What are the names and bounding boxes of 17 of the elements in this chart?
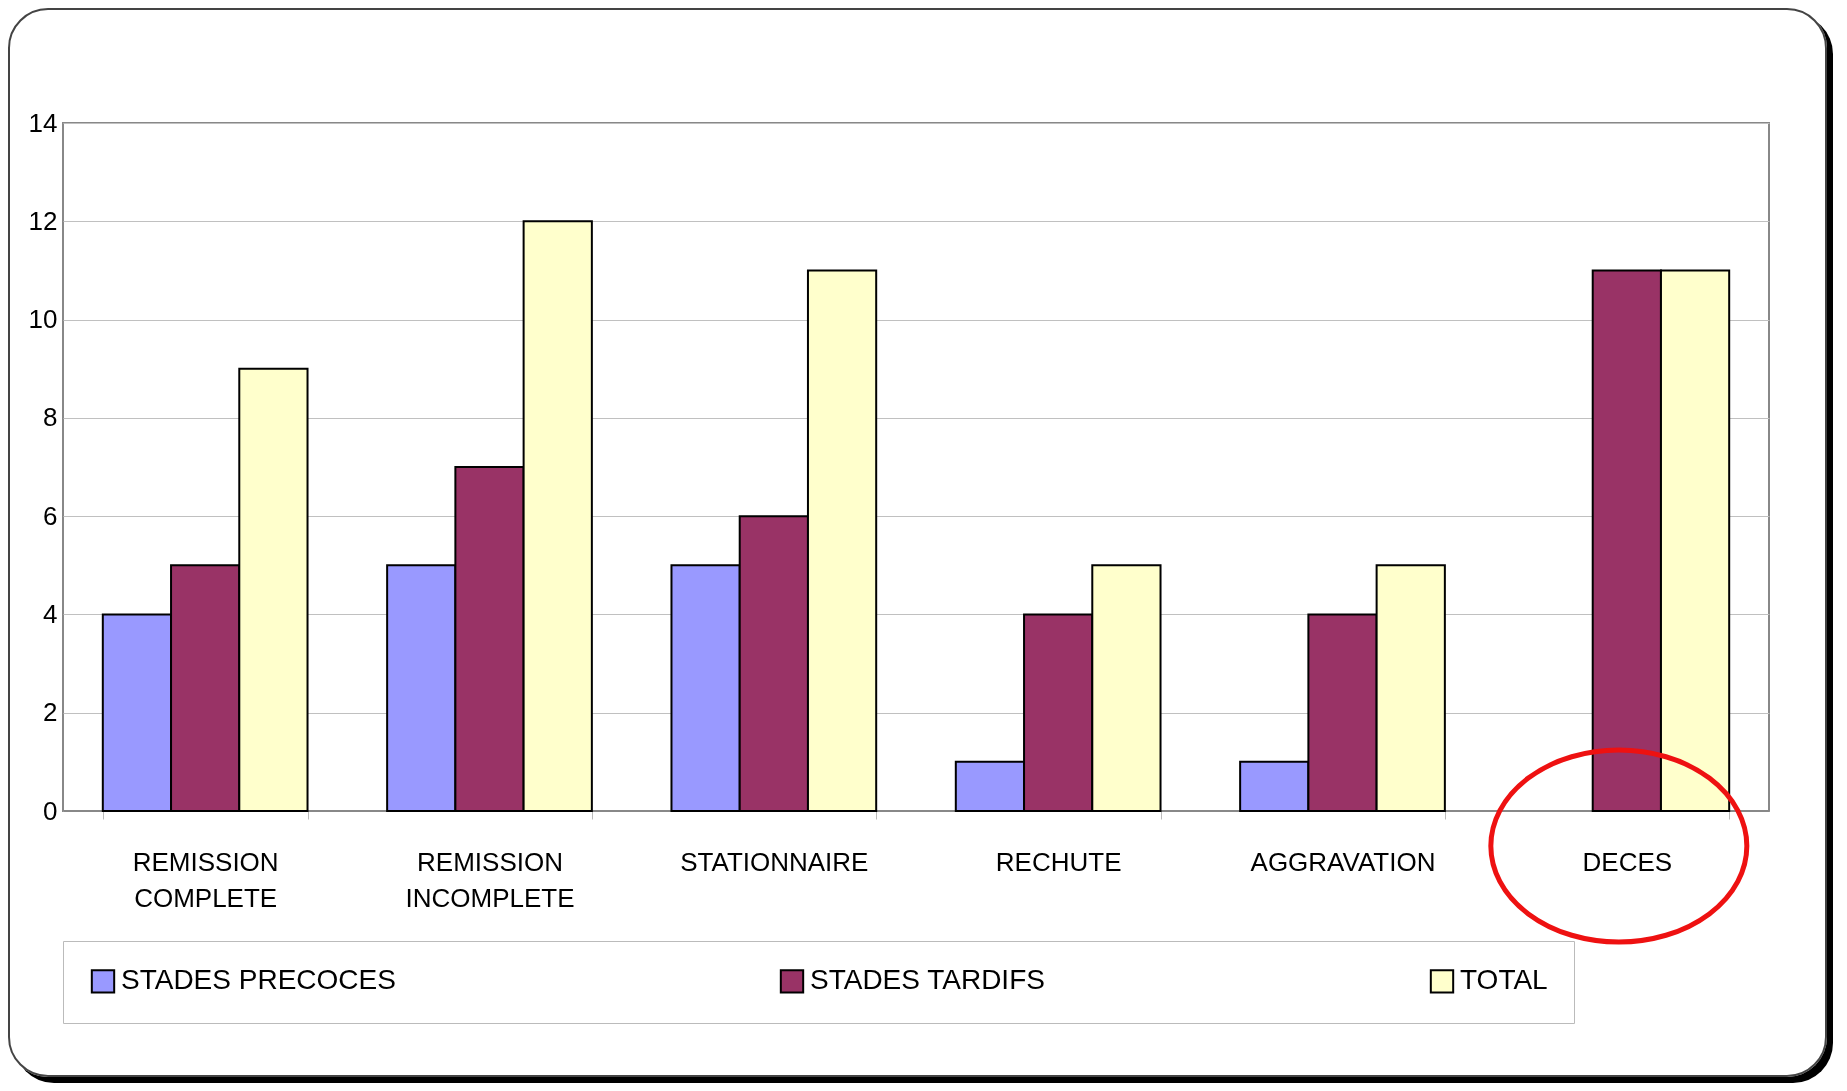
x-tick-label: RECHUTE [995,846,1122,877]
y-tick-label: 2 [43,697,58,728]
x-tick-label: AGGRAVATION [1250,846,1436,877]
legend-label: STADES PRECOCES [121,964,396,996]
y-tick-label: 10 [28,304,58,335]
y-tick-label: 6 [43,500,58,531]
x-tick-label: REMISSION INCOMPLETE [405,846,575,913]
x-tick-label: REMISSION COMPLETE [132,846,279,913]
x-tick-label: DECES [1582,846,1673,877]
x-tick-label: STATIONNAIRE [680,846,869,877]
y-tick-label: 14 [28,107,58,138]
y-tick-label: 12 [28,205,58,236]
y-tick-label: 8 [43,402,58,433]
y-tick-label: 4 [43,598,58,629]
legend-label: TOTAL [1460,964,1548,996]
legend-label: STADES TARDIFS [810,964,1045,996]
y-tick-label: 0 [43,795,58,826]
